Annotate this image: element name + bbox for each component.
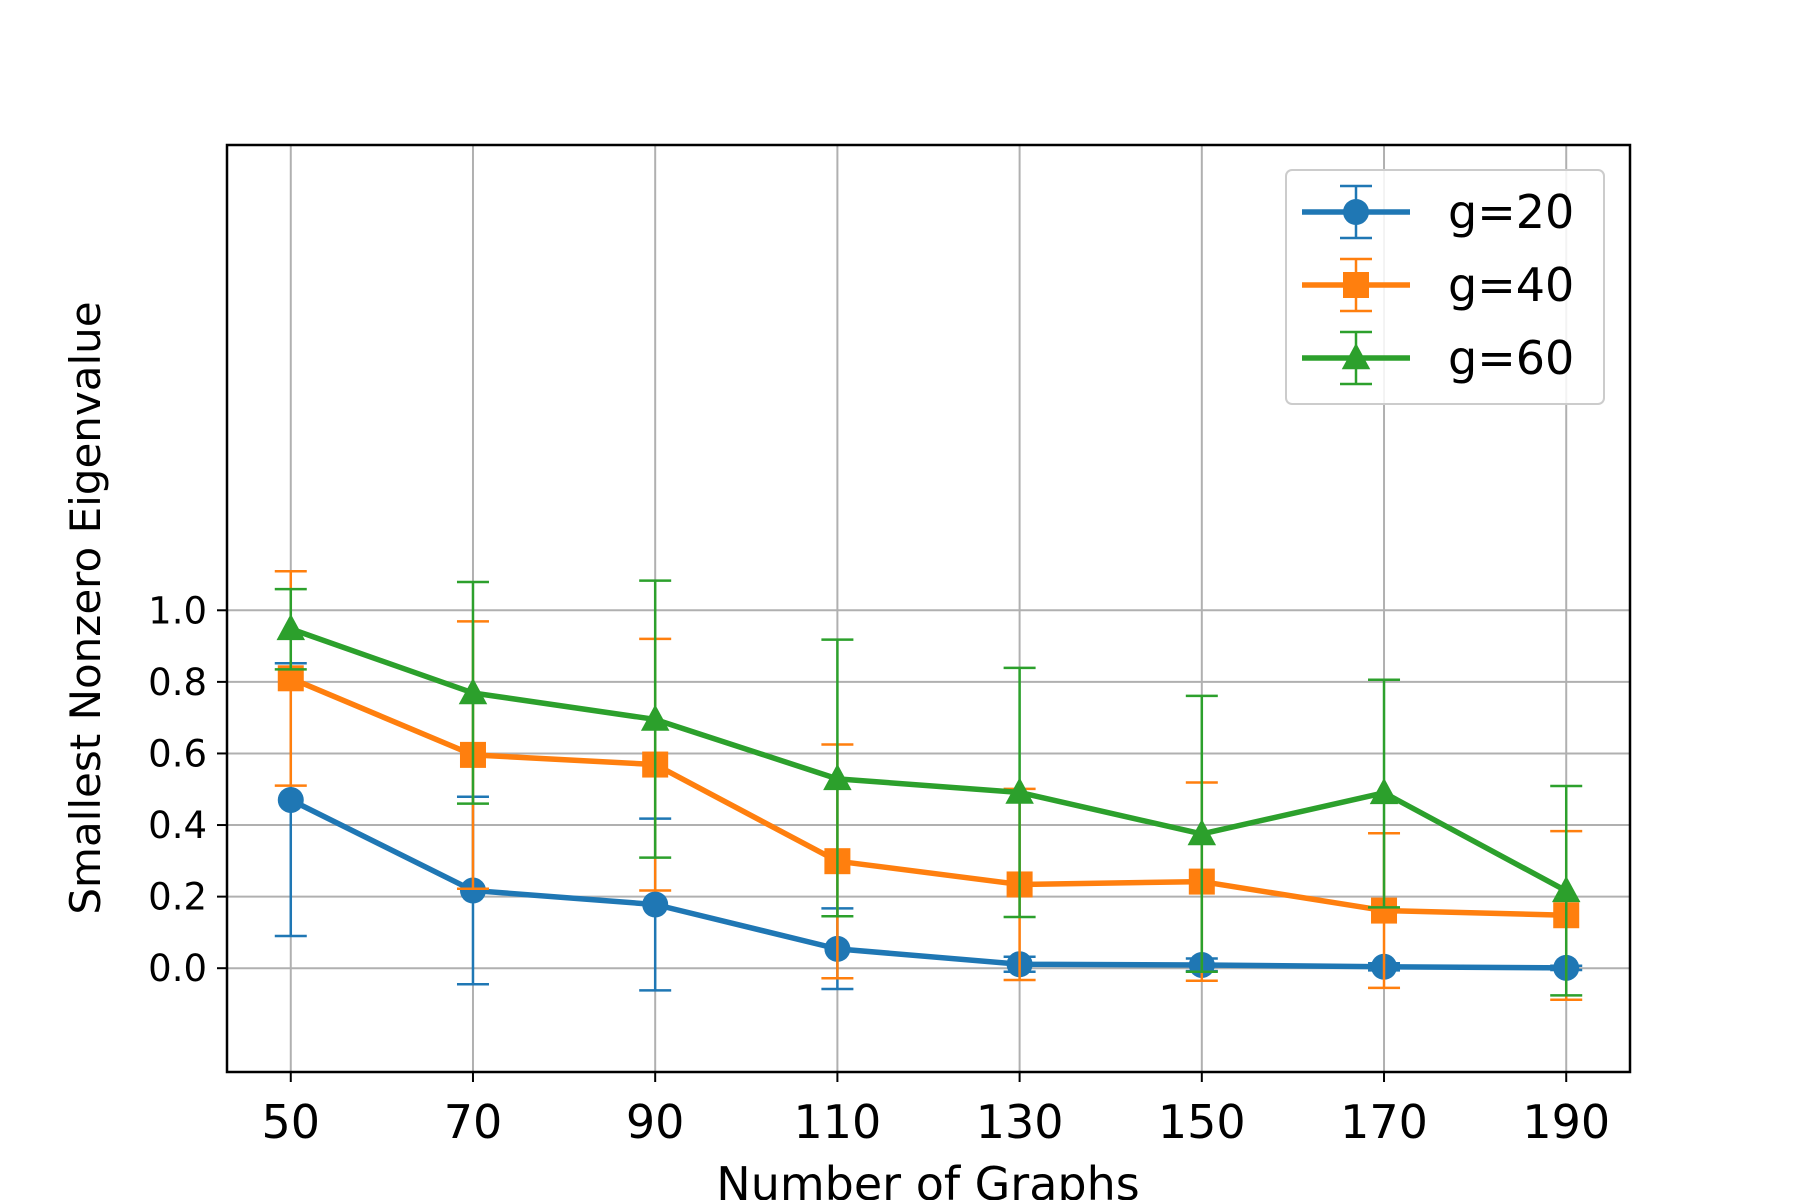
- plot-frame: [225, 143, 1632, 1074]
- data-point: [1187, 818, 1217, 846]
- series-line: [289, 675, 1567, 918]
- y-tick-label: 0.0: [148, 947, 207, 990]
- y-tick-label: 0.2: [148, 876, 207, 919]
- x-tick-label: 150: [1158, 1095, 1246, 1149]
- x-axis-label: Number of Graphs: [716, 1157, 1139, 1200]
- data-point: [458, 677, 488, 705]
- legend-marker: [1341, 343, 1371, 370]
- y-tick-label: 1.0: [148, 589, 207, 632]
- y-tick-label: 0.4: [148, 804, 207, 847]
- x-tick-label: 70: [444, 1095, 503, 1149]
- y-axis-label: Smallest Nonzero Eigenvalue: [61, 301, 110, 914]
- series-g=60: [274, 579, 1583, 997]
- legend-marker: [1343, 199, 1369, 225]
- y-tick-label: 0.8: [148, 661, 207, 704]
- data-point: [1551, 875, 1581, 903]
- legend-entry-g=40: g=40: [1302, 257, 1574, 313]
- series-line: [289, 626, 1568, 894]
- data-point: [277, 786, 304, 813]
- legend-entry-g=20: g=20: [1302, 184, 1574, 240]
- y-tick-label: 0.6: [148, 732, 207, 775]
- series-g=20: [274, 662, 1583, 992]
- legend-entry-g=60: g=60: [1302, 330, 1574, 386]
- x-tick-label: 170: [1340, 1095, 1428, 1149]
- data-point: [276, 613, 306, 641]
- series-layer: [274, 570, 1583, 1001]
- legend-label: g=40: [1448, 258, 1574, 312]
- data-point: [823, 763, 852, 791]
- x-tick-label: 110: [793, 1095, 881, 1149]
- legend-label: g=60: [1448, 331, 1574, 385]
- legend-marker: [1343, 272, 1369, 298]
- data-point: [1005, 777, 1034, 804]
- legend-label: g=20: [1448, 185, 1574, 239]
- x-tick-label: 50: [261, 1095, 320, 1149]
- data-point: [640, 704, 670, 731]
- data-point: [1369, 777, 1399, 805]
- legend: g=20 g=40 g=60: [1285, 169, 1605, 405]
- legend-frame: [1285, 169, 1605, 405]
- series-line: [289, 797, 1567, 971]
- x-tick-label: 90: [626, 1095, 685, 1149]
- x-tick-label: 190: [1522, 1095, 1610, 1149]
- x-tick-label: 130: [976, 1095, 1064, 1149]
- data-point: [459, 877, 486, 904]
- axes: 50 70 90 110 130 150 170 190 0.0 0.2 0.4 0.6 0.8 1.0: [148, 589, 1610, 1149]
- data-point: [642, 891, 669, 918]
